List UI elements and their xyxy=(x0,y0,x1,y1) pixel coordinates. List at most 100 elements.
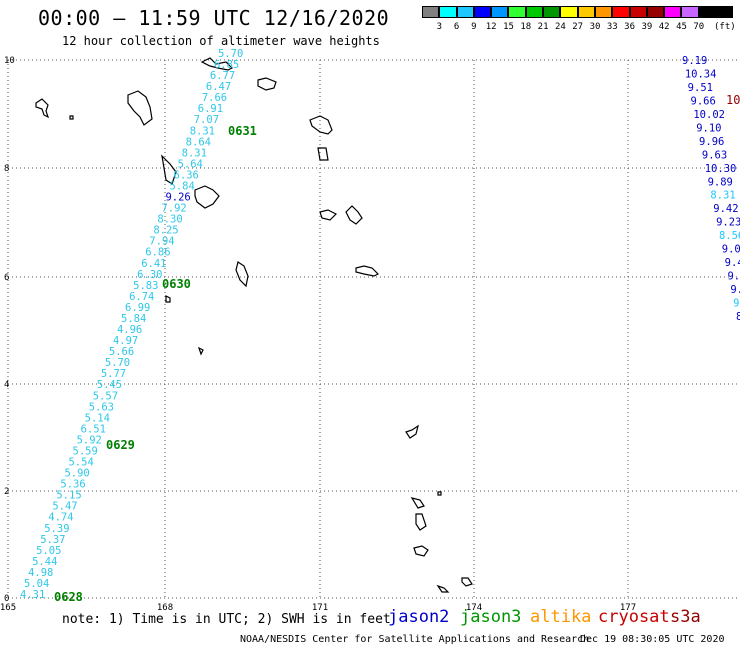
legend-swatch xyxy=(473,6,492,18)
wave-height-value: 6.47 xyxy=(206,81,231,93)
island xyxy=(35,98,50,119)
island xyxy=(319,209,338,221)
island xyxy=(161,154,177,185)
wave-height-value: 5.90 xyxy=(64,468,89,480)
pass-time-label: 0631 xyxy=(228,124,257,138)
wave-height-value: 9.42 xyxy=(713,203,738,215)
y-tick-label: 4 xyxy=(4,380,9,390)
footnote: note: 1) Time is in UTC; 2) SWH is in fe… xyxy=(62,612,391,627)
wave-height-value: 5.77 xyxy=(101,368,126,380)
island xyxy=(355,265,380,277)
island xyxy=(437,491,442,496)
color-legend xyxy=(422,6,734,18)
wave-height-value: 9.89 xyxy=(708,176,733,188)
wave-height-value: 4.96 xyxy=(117,324,142,336)
wave-height-value: 9 xyxy=(733,298,739,310)
legend-swatch xyxy=(612,6,630,18)
chart-title: 00:00 — 11:59 UTC 12/16/2020 xyxy=(38,6,390,30)
legend-swatch xyxy=(543,6,561,18)
wave-height-value: 6.99 xyxy=(125,302,150,314)
wave-height-value: 6.86 xyxy=(145,247,170,259)
legend-swatch xyxy=(560,6,578,18)
legend-tick-label: 15 xyxy=(503,22,514,32)
wave-height-value: 10.02 xyxy=(693,109,725,121)
y-tick-label: 0 xyxy=(4,594,9,604)
wave-height-value: 5.36 xyxy=(60,479,85,491)
legend-tick-label: 42 xyxy=(658,22,670,32)
legend-unit: (ft) xyxy=(714,22,736,32)
color-legend-ticks: 3 6 9 12 15 18 21 24 27 30 33 36 39 42 45 70 xyxy=(422,22,734,34)
island xyxy=(405,424,419,439)
island xyxy=(436,584,450,593)
legend-swatch xyxy=(698,6,717,18)
wave-height-value: 8.31 xyxy=(182,147,207,159)
legend-swatch xyxy=(456,6,474,18)
wave-height-value: 9.23 xyxy=(716,217,740,229)
pass-time-labels: 0628 0629 0630 0631 xyxy=(54,124,257,604)
wave-height-value: 7.07 xyxy=(194,114,219,126)
wave-height-value: 6.77 xyxy=(210,70,235,82)
x-tick-label: 177 xyxy=(620,603,636,613)
wave-height-value: 5.92 xyxy=(77,434,102,446)
island xyxy=(309,115,333,135)
satellite-legend-altika: altika xyxy=(530,607,592,627)
pass-time-label: 0630 xyxy=(162,277,191,291)
wave-height-value: 6.30 xyxy=(137,269,162,281)
wave-height-value: 5.54 xyxy=(68,457,93,469)
wave-height-value: 7.92 xyxy=(161,203,186,215)
wave-height-value: 5.04 xyxy=(24,578,49,590)
legend-tick-label: 24 xyxy=(554,22,566,32)
wave-height-value: 5.47 xyxy=(52,501,77,513)
wave-height-value: 5.44 xyxy=(32,556,57,568)
wave-height-value: 6.91 xyxy=(198,103,223,115)
island xyxy=(197,346,204,356)
legend-tick-label: 18 xyxy=(520,22,532,32)
x-tick-label: 174 xyxy=(466,603,482,613)
legend-tick-label: 9 xyxy=(471,22,477,32)
wave-height-value: 6.41 xyxy=(141,258,166,270)
wave-height-value: 5.63 xyxy=(89,401,114,413)
wave-height-value: 5.70 xyxy=(105,357,130,369)
legend-swatch xyxy=(646,6,665,18)
wave-height-value: 4.74 xyxy=(48,512,73,524)
satellite-legend-jason3: jason3 xyxy=(460,607,522,627)
legend-tick-label: 27 xyxy=(572,22,584,32)
wave-height-value: 10.30 xyxy=(705,163,737,175)
wave-height-value: 9.26 xyxy=(165,192,190,204)
legend-tick-label: 39 xyxy=(641,22,653,32)
wave-height-value: 5.64 xyxy=(178,158,203,170)
wave-height-value: 7.66 xyxy=(202,92,227,104)
island-outlines xyxy=(35,57,473,593)
wave-height-value: 9.66 xyxy=(691,95,716,107)
credit-text: NOAA/NESDIS Center for Satellite Applica… xyxy=(240,634,590,645)
wave-height-value: 5.39 xyxy=(44,523,69,535)
wave-height-value: 5.84 xyxy=(121,313,146,325)
wave-height-value: 6.85 xyxy=(214,59,239,71)
legend-tick-label: 33 xyxy=(606,22,618,32)
chart-subtitle: 12 hour collection of altimeter wave hei… xyxy=(62,34,380,48)
satellite-legend-jason2: jason2 xyxy=(388,607,450,627)
satellite-legend-cryosat: cryosat xyxy=(598,607,670,627)
axis-labels: 165 168 171 174 177 0 2 4 6 8 10 xyxy=(0,56,636,613)
wave-height-value: 8 xyxy=(736,311,740,323)
wave-height-value: 8.31 xyxy=(710,190,735,202)
wave-height-value: 9.9 xyxy=(727,271,740,283)
wave-height-value: 5.70 xyxy=(218,48,243,60)
island xyxy=(69,115,74,120)
island xyxy=(257,77,277,91)
wave-height-value: 9.51 xyxy=(688,82,713,94)
legend-tick-label: 12 xyxy=(485,22,497,32)
wave-height-value: 4.97 xyxy=(113,335,138,347)
legend-tick-label: 70 xyxy=(693,22,705,32)
legend-swatch xyxy=(525,6,544,18)
satellite-legend-s3a: s3a xyxy=(670,607,701,627)
wave-height-value: 7.94 xyxy=(149,236,174,248)
legend-tick-label: 45 xyxy=(676,22,687,32)
wave-height-value: 10 xyxy=(726,93,740,107)
timestamp: Dec 19 08:30:05 UTC 2020 xyxy=(580,634,725,645)
wave-height-value: 5.59 xyxy=(73,445,98,457)
y-tick-label: 8 xyxy=(4,164,9,174)
island xyxy=(127,90,153,126)
wave-height-value: 5.83 xyxy=(133,280,158,292)
